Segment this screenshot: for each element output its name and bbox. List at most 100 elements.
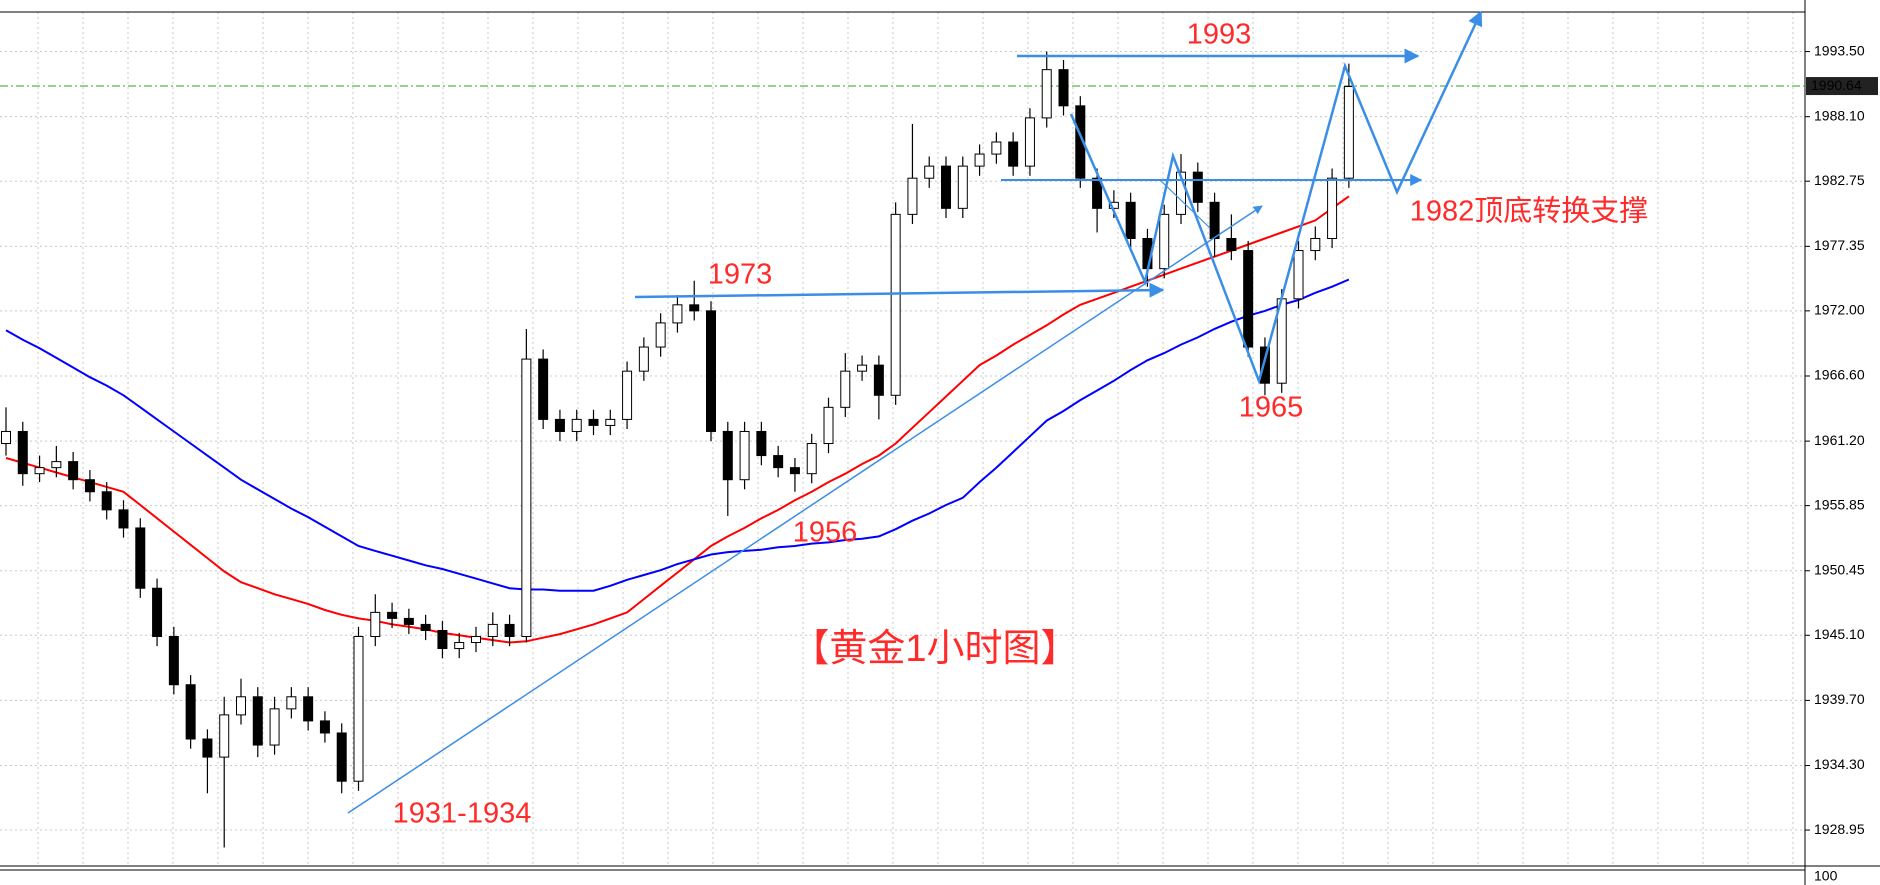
candle-body: [622, 370, 633, 420]
candle-body: [1209, 201, 1220, 239]
candle-body: [370, 611, 381, 637]
candle-body: [319, 720, 330, 734]
candle-body: [1192, 171, 1203, 203]
candle-body: [1226, 237, 1237, 252]
candle-body: [991, 141, 1002, 155]
candle-body: [638, 346, 649, 372]
trend-arrows: [347, 10, 1483, 814]
candle-body: [303, 696, 314, 722]
candle-body: [957, 165, 968, 209]
candle-body: [1293, 250, 1304, 300]
candle-body: [101, 491, 112, 511]
candle-body: [387, 611, 398, 619]
arrow: [1159, 179, 1211, 229]
y-tick-label: 1982.75: [1814, 172, 1865, 188]
candle-body: [1075, 105, 1086, 179]
candle-body: [924, 165, 935, 179]
candle-body: [252, 696, 263, 746]
candle-body: [235, 696, 246, 716]
annotation: 1982顶底转换支撑: [1410, 195, 1649, 228]
candle-body: [890, 213, 901, 396]
candle-body: [672, 304, 683, 324]
candle-body: [51, 461, 62, 469]
candle-body: [706, 310, 717, 432]
moving-average-line: [5, 278, 1350, 592]
candle-body: [437, 629, 448, 650]
subwindow-tick-label: 100: [1814, 868, 1838, 884]
candle-body: [185, 684, 196, 740]
chart-title: 【黄金1小时图】: [791, 628, 1078, 670]
candle-body: [353, 635, 364, 782]
arrow: [634, 282, 1165, 299]
candle-body: [168, 635, 179, 686]
candle-body: [487, 623, 498, 637]
candle-body: [1343, 86, 1354, 179]
candle-body: [1159, 213, 1170, 270]
candle-body: [1092, 177, 1103, 209]
candle-body: [689, 304, 700, 312]
y-tick-label: 1939.70: [1814, 691, 1865, 707]
candle-body: [84, 479, 95, 493]
candle-body: [0, 430, 11, 445]
candle-body: [873, 364, 884, 396]
candle-body: [403, 617, 414, 625]
y-tick-label: 1928.95: [1814, 821, 1865, 837]
candle-body: [840, 370, 851, 408]
candle-body: [420, 623, 431, 631]
y-tick-label: 1966.60: [1814, 367, 1865, 383]
candle-body: [722, 430, 733, 481]
candle-body: [605, 418, 616, 426]
candle-body: [219, 714, 230, 758]
candle-body: [907, 177, 918, 215]
candle-body: [655, 322, 666, 348]
candle-body: [571, 418, 582, 432]
y-tick-label: 1950.45: [1814, 561, 1865, 577]
current-price-tag: [1806, 77, 1878, 96]
candle-body: [941, 165, 952, 209]
candle-body: [1041, 69, 1052, 119]
y-tick-label: 1934.30: [1814, 756, 1865, 772]
candle-body: [789, 467, 800, 475]
y-tick-label: 1961.20: [1814, 432, 1865, 448]
current-price-label: 1990.64: [1811, 77, 1862, 93]
candle-body: [1176, 171, 1187, 215]
candle-body: [454, 642, 465, 650]
candle-body: [1008, 141, 1019, 167]
candle-body: [756, 430, 767, 457]
candle-body: [1259, 346, 1270, 384]
candle-body: [118, 509, 129, 529]
moving-average-line: [5, 195, 1350, 644]
candle-body: [202, 738, 213, 758]
candle-body: [1243, 250, 1254, 348]
candle-body: [336, 732, 347, 782]
candle-body: [471, 635, 482, 644]
candle-body: [1058, 69, 1069, 107]
candle-body: [554, 418, 565, 432]
candle-body: [773, 455, 784, 469]
candle-body: [1310, 237, 1321, 252]
candle-body: [34, 467, 45, 475]
candle-body: [857, 364, 868, 372]
candle-body: [806, 443, 817, 475]
candle-body: [1125, 201, 1136, 239]
moving-averages: [5, 195, 1350, 644]
annotation: 1965: [1239, 392, 1304, 424]
zigzag-arrow: [1069, 10, 1483, 386]
candle-body: [152, 587, 163, 637]
y-tick-label: 1977.35: [1814, 237, 1865, 253]
candle-body: [17, 430, 28, 475]
candle-body: [1327, 177, 1338, 239]
candle-body: [135, 527, 146, 589]
y-tick-label: 1988.10: [1814, 107, 1865, 123]
y-tick-label: 1955.85: [1814, 496, 1865, 512]
candle-body: [68, 461, 79, 481]
candle-body: [823, 406, 834, 445]
annotation: 1993: [1187, 19, 1252, 51]
arrow: [347, 205, 1263, 814]
y-tick-label: 1945.10: [1814, 626, 1865, 642]
candle-body: [286, 696, 297, 710]
y-tick-label: 1972.00: [1814, 302, 1865, 318]
